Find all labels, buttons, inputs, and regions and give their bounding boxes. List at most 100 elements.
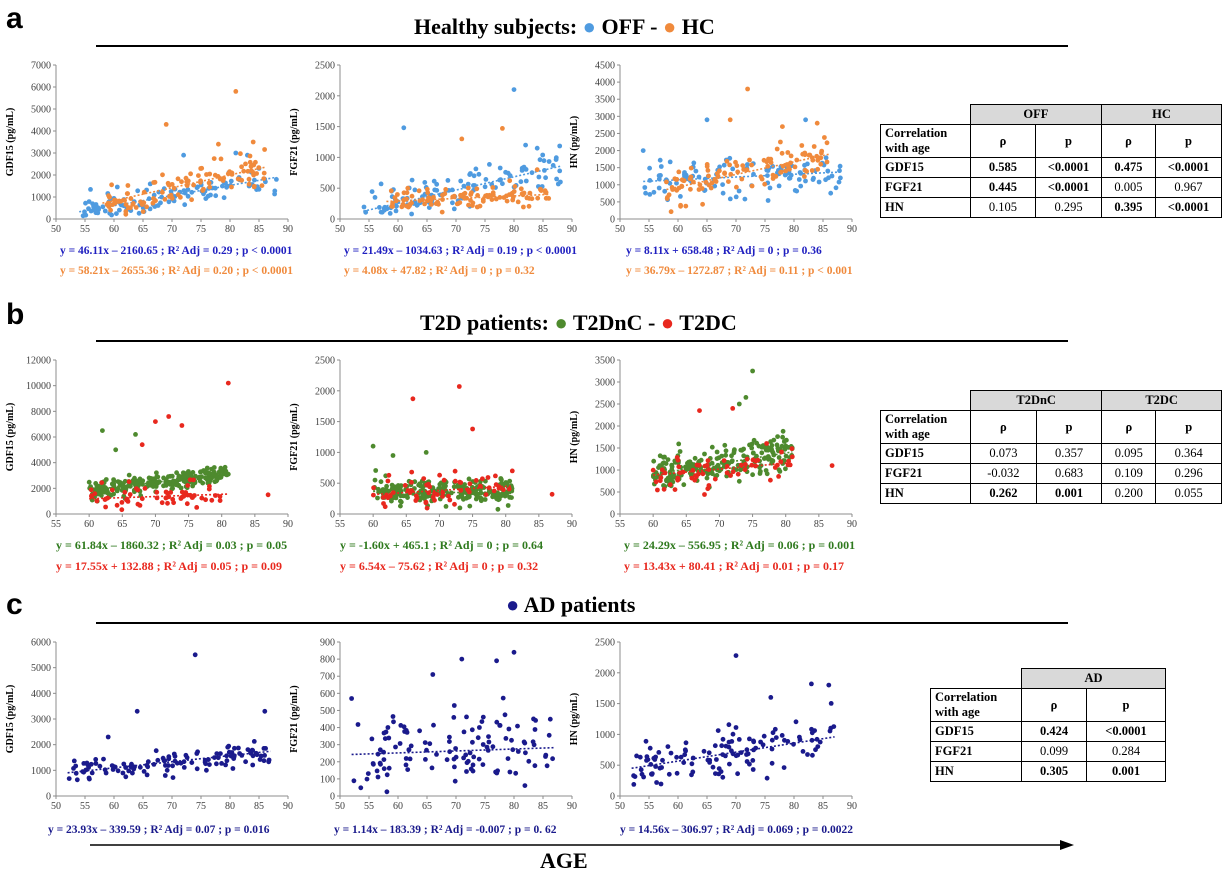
data-point xyxy=(384,772,390,778)
data-point xyxy=(88,187,93,192)
data-point xyxy=(764,775,770,781)
data-point xyxy=(730,166,736,172)
x-tick-label: 85 xyxy=(538,224,548,235)
data-point xyxy=(162,773,168,778)
data-point xyxy=(355,722,361,727)
x-tick-label: 60 xyxy=(393,224,403,235)
data-point xyxy=(94,498,100,504)
data-point xyxy=(483,492,489,497)
table-col-header: AD xyxy=(1021,668,1166,689)
data-point xyxy=(740,163,746,168)
data-point xyxy=(743,462,748,467)
data-point xyxy=(425,190,431,196)
y-tick-label: 2500 xyxy=(595,638,615,649)
data-point xyxy=(398,503,403,509)
data-point xyxy=(651,189,657,195)
y-axis-label: FGF21 (pg/mL) xyxy=(289,108,300,176)
data-point xyxy=(776,183,782,189)
x-tick-label: 50 xyxy=(335,224,345,235)
data-point xyxy=(825,168,831,174)
data-point xyxy=(676,441,682,447)
data-point xyxy=(397,741,403,746)
data-point xyxy=(550,163,556,168)
data-point xyxy=(826,682,832,688)
data-point xyxy=(393,744,398,750)
data-point xyxy=(137,503,143,508)
data-point xyxy=(204,465,210,471)
data-point xyxy=(406,747,412,752)
data-point xyxy=(775,434,780,439)
data-point xyxy=(666,192,672,198)
data-point xyxy=(97,763,103,769)
y-tick-label: 2000 xyxy=(595,146,615,157)
data-point xyxy=(168,490,174,495)
data-point xyxy=(667,482,673,488)
data-point xyxy=(470,762,476,768)
data-point xyxy=(402,483,408,488)
y-tick-label: 2500 xyxy=(315,356,335,367)
y-axis-label: FGF21 (pg/mL) xyxy=(289,403,300,471)
data-point xyxy=(431,722,436,728)
y-tick-label: 2000 xyxy=(595,668,615,679)
chart-b-gdf15: 0 2000 4000 6000 8000 10000 12000 55 60 65 70 75 80 8… xyxy=(0,350,300,535)
y-tick-label: 1000 xyxy=(31,766,51,777)
trend-line xyxy=(653,461,793,476)
data-point xyxy=(712,183,718,189)
age-arrow xyxy=(90,840,1074,850)
x-tick-label: 70 xyxy=(731,801,741,812)
data-point xyxy=(226,749,232,755)
data-point xyxy=(513,770,519,776)
data-point xyxy=(497,195,503,200)
y-tick-label: 1500 xyxy=(595,444,615,455)
data-point xyxy=(190,483,196,489)
data-point xyxy=(734,163,740,169)
x-tick-label: 85 xyxy=(818,224,828,235)
data-point xyxy=(185,193,191,199)
data-point xyxy=(768,695,774,700)
data-point xyxy=(534,145,540,151)
data-point xyxy=(515,749,521,754)
data-point xyxy=(225,380,231,386)
data-point xyxy=(743,395,749,400)
data-point xyxy=(509,468,515,474)
data-point xyxy=(440,490,446,495)
data-point xyxy=(125,183,131,188)
data-point xyxy=(153,484,159,489)
data-point xyxy=(398,498,403,504)
data-point xyxy=(775,445,781,451)
data-point xyxy=(753,458,759,464)
data-point xyxy=(459,656,465,662)
data-point xyxy=(733,753,739,759)
data-point xyxy=(497,165,503,171)
data-point xyxy=(120,770,126,776)
data-point xyxy=(785,150,791,155)
x-tick-label: 60 xyxy=(393,801,403,812)
data-point xyxy=(546,732,552,738)
data-point xyxy=(717,168,722,174)
data-point xyxy=(702,492,707,497)
data-point xyxy=(111,483,117,489)
data-point xyxy=(470,426,475,432)
y-tick-label: 1000 xyxy=(595,180,615,191)
data-point xyxy=(134,708,140,714)
y-tick-label: 2000 xyxy=(595,422,615,433)
data-point xyxy=(405,767,411,772)
data-point xyxy=(170,482,176,488)
data-point xyxy=(770,458,775,464)
equation-a-fgf21-hc: y = 4.08x + 47.82 ; R² Adj = 0 ; p = 0.3… xyxy=(344,265,535,277)
data-point xyxy=(807,152,813,158)
x-tick-label: 55 xyxy=(51,519,61,530)
data-point xyxy=(689,475,695,481)
data-point xyxy=(160,189,165,195)
data-point xyxy=(493,196,499,202)
data-point xyxy=(744,752,749,757)
data-point xyxy=(557,143,563,149)
data-point xyxy=(389,203,395,209)
data-point xyxy=(689,761,695,767)
data-point xyxy=(202,759,208,765)
table-subheader: p xyxy=(1155,410,1222,444)
data-point xyxy=(674,770,680,776)
data-point xyxy=(727,196,733,202)
data-point xyxy=(154,470,159,476)
data-point xyxy=(422,201,427,207)
